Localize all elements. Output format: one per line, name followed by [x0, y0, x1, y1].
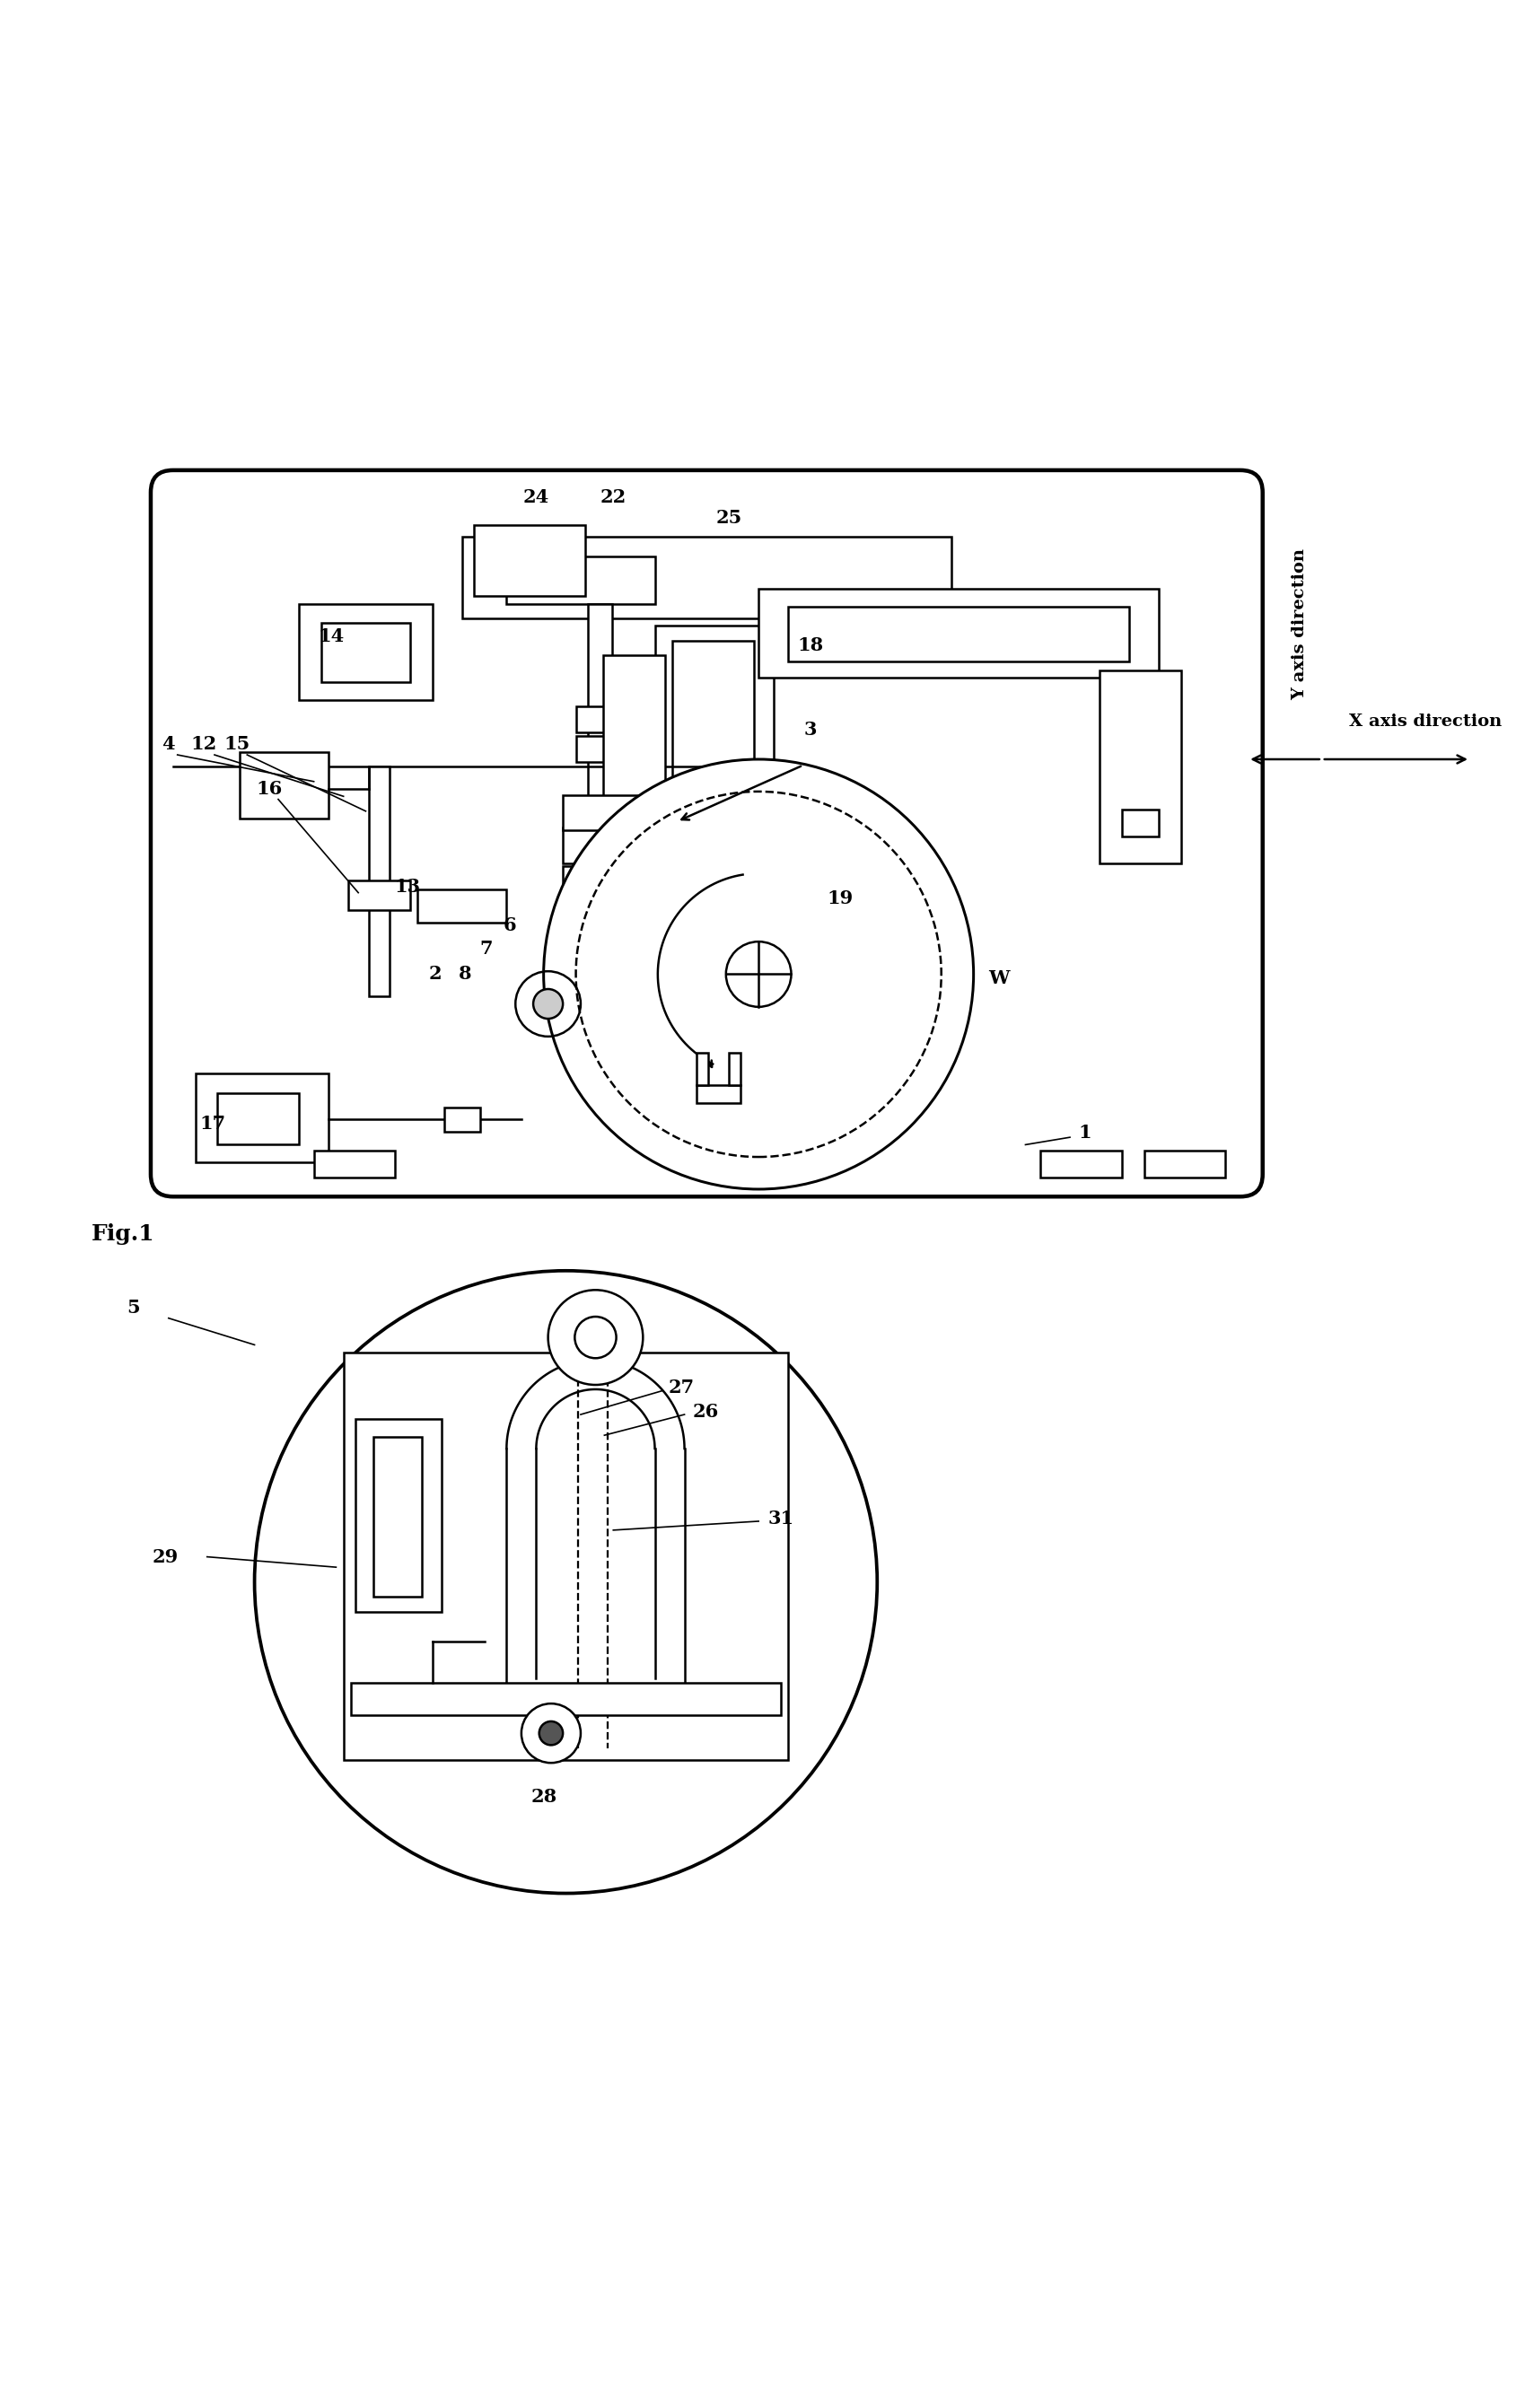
- Bar: [672, 641, 753, 848]
- Text: 17: 17: [200, 1115, 226, 1132]
- Bar: [506, 556, 655, 604]
- Text: X axis direction: X axis direction: [1349, 713, 1501, 730]
- Bar: [240, 751, 329, 819]
- Bar: [576, 706, 623, 732]
- Bar: [576, 734, 623, 763]
- Bar: [314, 1151, 396, 1178]
- FancyBboxPatch shape: [150, 470, 1261, 1197]
- Text: 12: 12: [191, 734, 217, 754]
- Bar: [562, 795, 703, 831]
- Bar: [696, 1052, 708, 1086]
- Bar: [321, 624, 409, 681]
- Text: 5: 5: [126, 1298, 139, 1317]
- Bar: [1122, 809, 1158, 836]
- Text: 4: 4: [162, 734, 174, 754]
- Text: 18: 18: [797, 636, 823, 655]
- Text: 6: 6: [503, 917, 515, 934]
- Circle shape: [255, 1271, 876, 1893]
- Text: 7: 7: [479, 939, 493, 958]
- Bar: [462, 537, 951, 619]
- Text: 19: 19: [826, 889, 852, 908]
- Bar: [588, 604, 611, 862]
- Bar: [217, 1093, 299, 1144]
- Bar: [347, 881, 409, 910]
- Text: 1: 1: [1078, 1125, 1090, 1141]
- Text: 2: 2: [429, 966, 441, 982]
- Bar: [1099, 669, 1181, 862]
- Bar: [655, 626, 773, 862]
- Text: 26: 26: [691, 1401, 719, 1421]
- Text: 22: 22: [600, 489, 626, 506]
- Text: 25: 25: [716, 508, 741, 527]
- Bar: [562, 867, 703, 898]
- Circle shape: [575, 1317, 615, 1358]
- Bar: [729, 1052, 740, 1086]
- Text: 15: 15: [223, 734, 250, 754]
- Bar: [350, 1683, 781, 1714]
- Text: Fig.1: Fig.1: [91, 1223, 155, 1245]
- Bar: [417, 889, 506, 922]
- Bar: [355, 1418, 441, 1611]
- Bar: [676, 893, 810, 920]
- Bar: [696, 1086, 740, 1103]
- Text: W: W: [987, 970, 1008, 987]
- Text: 8: 8: [458, 966, 471, 982]
- Bar: [758, 590, 1158, 677]
- Circle shape: [534, 990, 562, 1019]
- Text: Y axis direction: Y axis direction: [1290, 549, 1307, 701]
- Bar: [1040, 1151, 1122, 1178]
- Text: 28: 28: [531, 1789, 556, 1806]
- Bar: [788, 607, 1128, 662]
- Text: 14: 14: [318, 626, 344, 645]
- Bar: [562, 828, 703, 862]
- Bar: [473, 525, 585, 597]
- Text: 31: 31: [767, 1510, 793, 1527]
- Text: 16: 16: [256, 780, 282, 797]
- Text: 13: 13: [394, 879, 420, 896]
- Text: 29: 29: [152, 1548, 179, 1565]
- Bar: [1143, 1151, 1225, 1178]
- Circle shape: [522, 1702, 581, 1763]
- Text: 3: 3: [803, 720, 817, 739]
- Circle shape: [543, 759, 973, 1190]
- Bar: [373, 1438, 421, 1597]
- Bar: [196, 1074, 329, 1163]
- Circle shape: [538, 1722, 562, 1746]
- Bar: [343, 1353, 788, 1760]
- Bar: [299, 604, 432, 701]
- Bar: [368, 766, 390, 997]
- Circle shape: [547, 1291, 643, 1385]
- Text: 24: 24: [523, 489, 549, 506]
- Bar: [444, 1108, 479, 1132]
- Text: 27: 27: [669, 1380, 694, 1397]
- Bar: [602, 655, 666, 1011]
